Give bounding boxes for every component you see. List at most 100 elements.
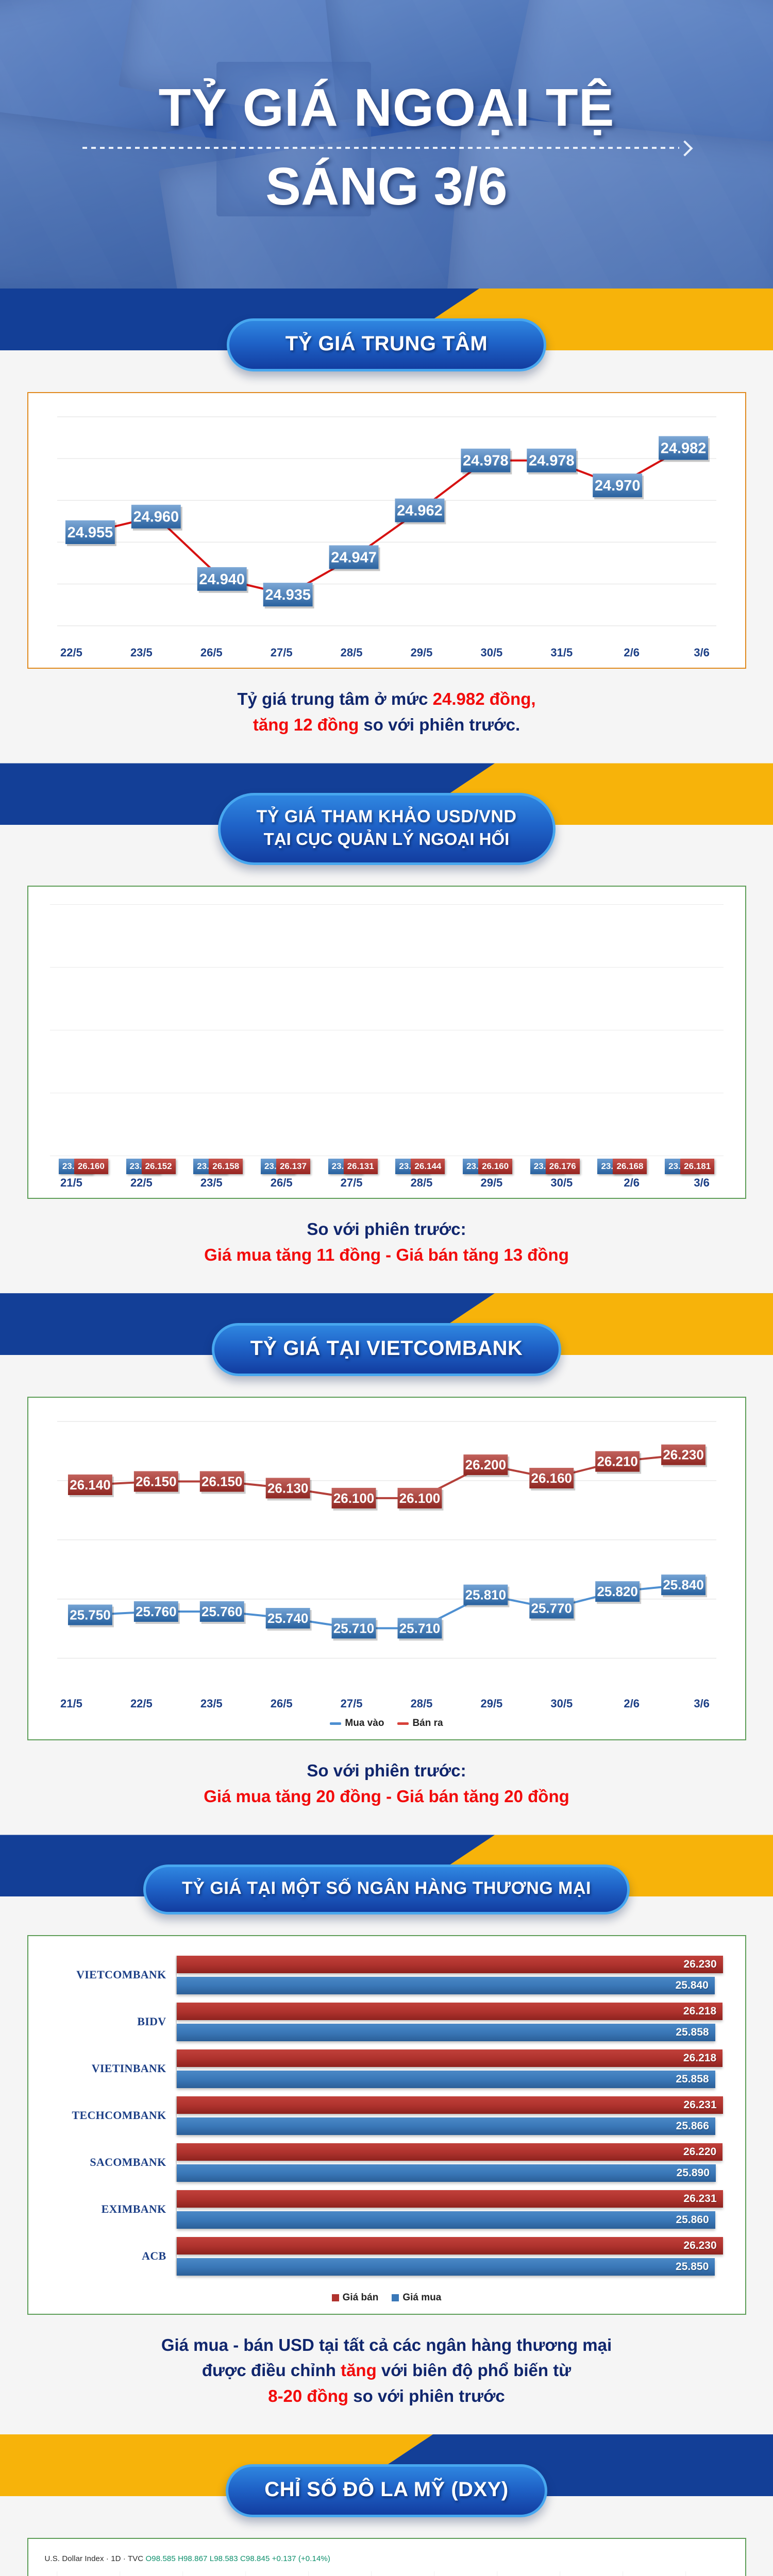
caption-banks: Giá mua - bán USD tại tất cả các ngân hà… (0, 2315, 773, 2430)
section-central-rate: TỶ GIÁ TRUNG TÂM 24.955 24.960 24.940 24.93… (0, 318, 773, 764)
bar-value-label: 25.890 (676, 2166, 710, 2179)
caption-central: Tỷ giá trung tâm ở mức 24.982 đồng, tăng… (0, 669, 773, 758)
svg-text:26.200: 26.200 (465, 1457, 506, 1472)
svg-text:26.100: 26.100 (399, 1490, 440, 1506)
section-title-reference: TỶ GIÁ THAM KHẢO USD/VND TẠI CỤC QUẢN LÝ… (217, 793, 556, 866)
bar-value-label: 26.231 (683, 2192, 717, 2205)
svg-text:26.210: 26.210 (597, 1454, 637, 1469)
bank-name-label: VIETCOMBANK (76, 1968, 166, 1981)
x-tick-label: 23/5 (200, 1697, 223, 1710)
svg-text:26.150: 26.150 (201, 1473, 242, 1489)
dxy-high-value: H98.867 (178, 2554, 208, 2563)
bar-value-label: 26.230 (683, 1958, 717, 1970)
page-title: TỶ GIÁ NGOẠI TỆ (158, 78, 615, 137)
x-tick-label: 28/5 (340, 646, 363, 659)
dxy-low-value: L98.583 (209, 2554, 238, 2563)
legend-item-buy: Giá mua (392, 2292, 441, 2303)
bar-sell: 26.231 (176, 2096, 723, 2114)
x-tick-label: 29/5 (480, 1697, 503, 1710)
bar-buy: 25.858 (176, 2023, 715, 2041)
bar-value-label: 26.218 (683, 2052, 717, 2064)
x-tick-label: 2/6 (624, 1176, 640, 1190)
bar-buy: 25.866 (176, 2117, 715, 2135)
x-tick-label: 29/5 (410, 646, 433, 659)
legend-item-sell: Bán ra (397, 1718, 443, 1729)
caption-vietcombank: So với phiên trước: Giá mua tăng 20 đồng… (0, 1740, 773, 1829)
svg-text:26.160: 26.160 (531, 1470, 572, 1486)
svg-text:24.970: 24.970 (594, 478, 640, 494)
svg-text:24.982: 24.982 (660, 440, 706, 456)
caption-text: So với phiên trước: (307, 1761, 466, 1781)
caption-highlight: Giá mua tăng 20 đồng - Giá bán tăng 20 đ… (204, 1786, 569, 1806)
svg-text:26.150: 26.150 (136, 1473, 176, 1489)
bar-value-label: 26.160 (74, 1159, 108, 1175)
pill-label: TỶ GIÁ TẠI VIETCOMBANK (250, 1337, 523, 1360)
caption-text: so với phiên trước. (359, 715, 520, 734)
bar-value-label: 26.158 (209, 1159, 243, 1175)
bar-sell: 26.230 (176, 1955, 723, 1973)
caption-highlight: Giá mua tăng 11 đồng - Giá bán tăng 13 đ… (204, 1245, 569, 1264)
caption-text: So với phiên trước: (307, 1219, 466, 1239)
caption-text: với biên độ phổ biến từ (376, 2361, 572, 2380)
dxy-symbol-label: U.S. Dollar Index · 1D · TVC (44, 2554, 144, 2563)
bank-row: TECHCOMBANK 26.231 25.866 (47, 2096, 727, 2135)
svg-text:25.840: 25.840 (663, 1577, 703, 1592)
section-title-banks: TỶ GIÁ TẠI MỘT SỐ NGÂN HÀNG THƯƠNG MẠI (143, 1865, 630, 1914)
dxy-open-value: O98.585 (145, 2554, 176, 2563)
x-axis-central: 22/5 23/5 26/5 27/5 28/5 29/5 30/5 31/5 2/6 3/6 (37, 643, 737, 662)
bar-sell: 26.218 (176, 2002, 723, 2020)
banknote-background (0, 0, 773, 289)
x-tick-label: 3/6 (694, 646, 710, 659)
page-subtitle: SÁNG 3/6 (265, 157, 508, 216)
legend-swatch-buy-icon (392, 2294, 399, 2301)
legend-swatch-buy-icon (330, 1722, 342, 1725)
x-tick-label: 3/6 (694, 1176, 710, 1190)
svg-text:24.940: 24.940 (199, 571, 245, 588)
bar-buy: 25.858 (176, 2070, 715, 2088)
x-tick-label: 27/5 (270, 646, 293, 659)
svg-text:24.962: 24.962 (397, 502, 443, 519)
section-title-central: TỶ GIÁ TRUNG TÂM (227, 318, 546, 371)
legend-item-sell: Giá bán (331, 2292, 378, 2303)
svg-text:25.710: 25.710 (399, 1620, 440, 1636)
dxy-quote-header: U.S. Dollar Index · 1D · TVC O98.585 H98… (39, 2552, 735, 2564)
bar-value-label: 26.131 (343, 1159, 378, 1175)
pill-label: TỶ GIÁ TẠI MỘT SỐ NGÂN HÀNG THƯƠNG MẠI (182, 1878, 591, 1899)
svg-text:25.740: 25.740 (267, 1611, 308, 1626)
arrow-divider-icon (82, 143, 691, 152)
pill-label: CHỈ SỐ ĐÔ LA MỸ (DXY) (264, 2478, 509, 2501)
svg-text:24.978: 24.978 (528, 453, 574, 469)
bank-name-label: VIETINBANK (91, 2062, 166, 2075)
legend-label: Mua vào (345, 1718, 384, 1729)
x-tick-label: 26/5 (270, 1697, 293, 1710)
bar-value-label: 26.160 (478, 1159, 513, 1175)
bar-buy: 25.860 (176, 2211, 715, 2229)
hero-header: TỶ GIÁ NGOẠI TỆ SÁNG 3/6 (0, 0, 773, 289)
bar-buy: 25.850 (176, 2258, 715, 2276)
central-rate-svg: 24.955 24.960 24.940 24.935 24.947 24.962 24.9… (57, 416, 716, 626)
x-tick-label: 22/5 (130, 1697, 153, 1710)
pill-label: TỶ GIÁ TRUNG TÂM (285, 332, 488, 355)
bar-value-label: 26.231 (683, 2098, 717, 2111)
bank-name-label: BIDV (137, 2015, 166, 2028)
bar-sell: 26.218 (176, 2049, 723, 2067)
svg-text:25.760: 25.760 (201, 1604, 242, 1619)
section-title-vietcombank: TỶ GIÁ TẠI VIETCOMBANK (211, 1323, 562, 1376)
dxy-close-value: C98.845 (240, 2554, 270, 2563)
bar-buy: 25.840 (176, 1976, 715, 1994)
x-tick-label: 30/5 (550, 1697, 573, 1710)
bar-value-label: 26.218 (683, 2005, 717, 2017)
svg-text:26.100: 26.100 (333, 1490, 374, 1506)
bank-name-label: TECHCOMBANK (72, 2109, 166, 2122)
caption-text: Giá mua - bán USD tại tất cả các ngân hà… (161, 2335, 612, 2354)
svg-text:25.760: 25.760 (136, 1604, 176, 1619)
bar-value-label: 26.137 (276, 1159, 310, 1175)
chart-dxy: U.S. Dollar Index · 1D · TVC O98.585 H98… (27, 2537, 746, 2576)
bank-name-label: SACOMBANK (90, 2156, 166, 2169)
svg-text:24.935: 24.935 (265, 587, 311, 603)
bar-value-label: 26.230 (683, 2239, 717, 2251)
x-tick-label: 26/5 (270, 1176, 293, 1190)
x-tick-label: 28/5 (410, 1697, 433, 1710)
bar-buy: 25.890 (176, 2164, 716, 2182)
section-vietcombank: TỶ GIÁ TẠI VIETCOMBANK 26.140 26.150 26.15… (0, 1323, 773, 1835)
